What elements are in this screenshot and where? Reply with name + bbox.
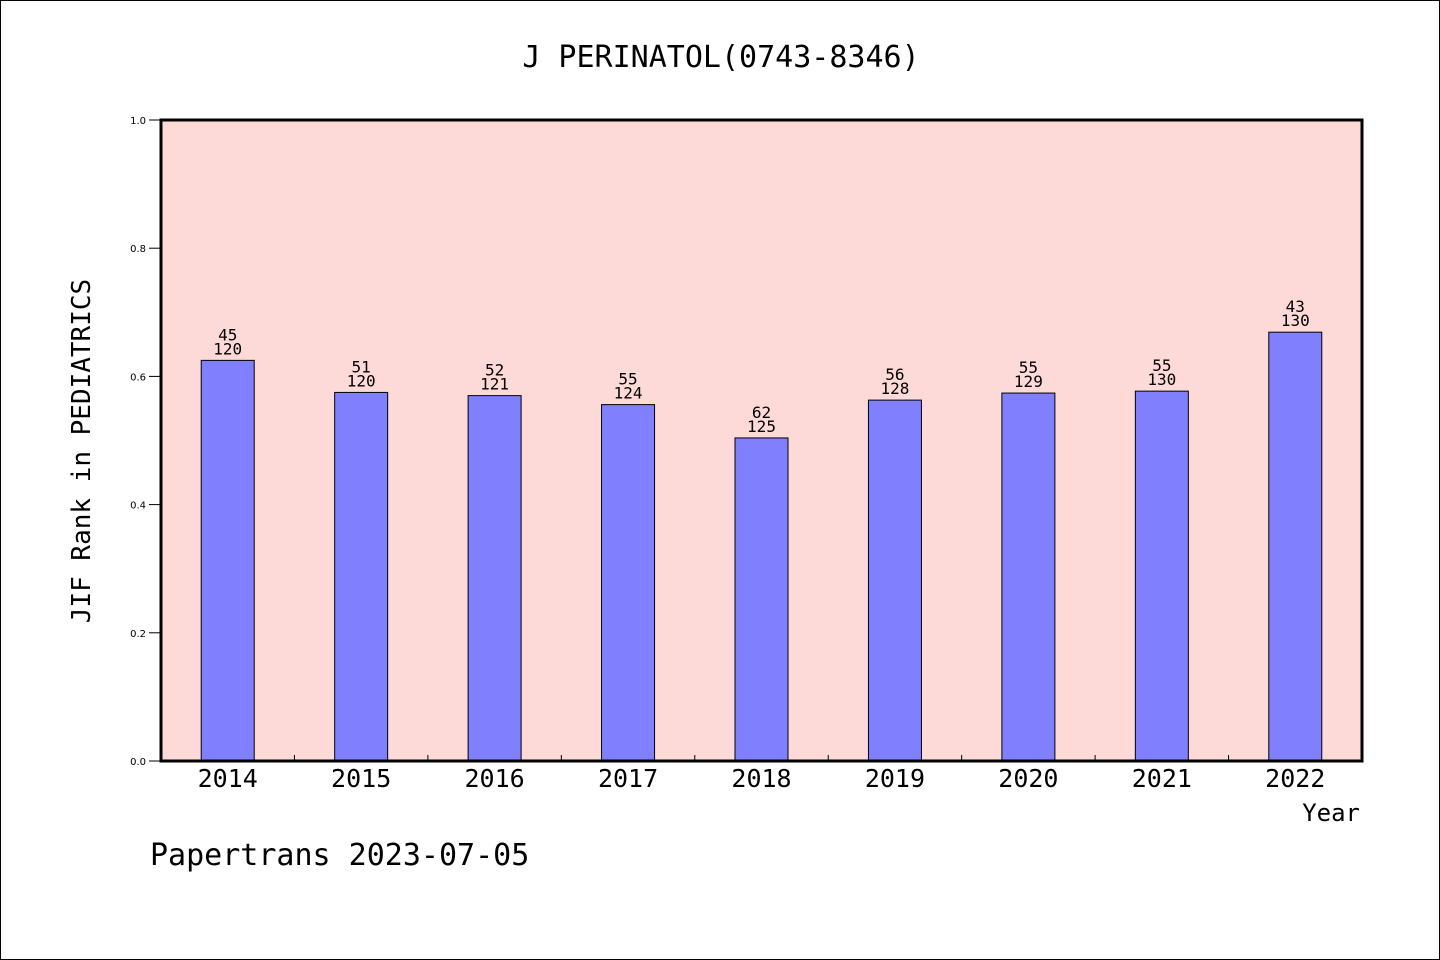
data-label-rank-2020: 55 [1019, 358, 1038, 377]
data-label-total-2018: 125 [747, 417, 776, 436]
x-tick-label-2018: 2018 [731, 764, 791, 793]
x-tick-label-2021: 2021 [1132, 764, 1192, 793]
data-label-total-2019: 128 [880, 379, 909, 398]
y-tick-label: 0.8 [130, 244, 146, 255]
x-tick-label-2015: 2015 [331, 764, 391, 793]
x-tick-label-2016: 2016 [465, 764, 525, 793]
bar-2022 [1268, 331, 1323, 762]
bar-2014 [200, 359, 255, 762]
bar-2017 [601, 404, 656, 762]
y-tick-label: 0.0 [130, 757, 146, 768]
data-label-rank-2022: 43 [1286, 297, 1305, 316]
data-label-rank-2015: 51 [352, 357, 371, 376]
data-label-total-2021: 130 [1147, 370, 1176, 389]
chart-title: J PERINATOL(0743-8346) [522, 40, 919, 75]
y-tick-label: 0.4 [130, 501, 146, 512]
bar-series [200, 331, 1323, 762]
data-label-total-2015: 120 [347, 371, 376, 390]
data-label-rank-2021: 55 [1152, 356, 1171, 375]
bar-2015 [334, 391, 389, 762]
data-label-rank-2019: 56 [885, 365, 904, 384]
x-tick-label-2017: 2017 [598, 764, 658, 793]
data-label-total-2022: 130 [1281, 311, 1310, 330]
bar-2021 [1134, 390, 1189, 762]
x-tick-label-2020: 2020 [998, 764, 1058, 793]
data-label-total-2016: 121 [480, 375, 509, 394]
x-tick-label-2022: 2022 [1265, 764, 1325, 793]
x-tick-label-2014: 2014 [198, 764, 258, 793]
x-axis-label: Year [1302, 799, 1360, 827]
y-tick-label: 1.0 [130, 116, 146, 127]
footer-credit: Papertrans 2023-07-05 [150, 838, 529, 873]
data-label-rank-2014: 45 [218, 325, 237, 344]
bar-2019 [867, 399, 922, 762]
y-tick-label: 0.6 [130, 372, 146, 383]
data-label-total-2017: 124 [614, 384, 643, 403]
y-axis-label: JIF Rank in PEDIATRICS [67, 279, 97, 623]
data-label-rank-2017: 55 [618, 370, 637, 389]
data-label-rank-2016: 52 [485, 361, 504, 380]
x-tick-label-2019: 2019 [865, 764, 925, 793]
bar-2016 [467, 395, 522, 762]
data-label-total-2014: 120 [213, 339, 242, 358]
y-tick-label: 0.2 [130, 629, 146, 640]
bar-2020 [1001, 392, 1056, 762]
bar-2018 [734, 437, 789, 762]
data-label-rank-2018: 62 [752, 403, 771, 422]
axes: 2014 2015 2016 2017 2018 2019 2020 2021 2022 0.0 0… [130, 116, 1325, 793]
plot-border [159, 118, 1364, 763]
data-label-total-2020: 129 [1014, 372, 1043, 391]
